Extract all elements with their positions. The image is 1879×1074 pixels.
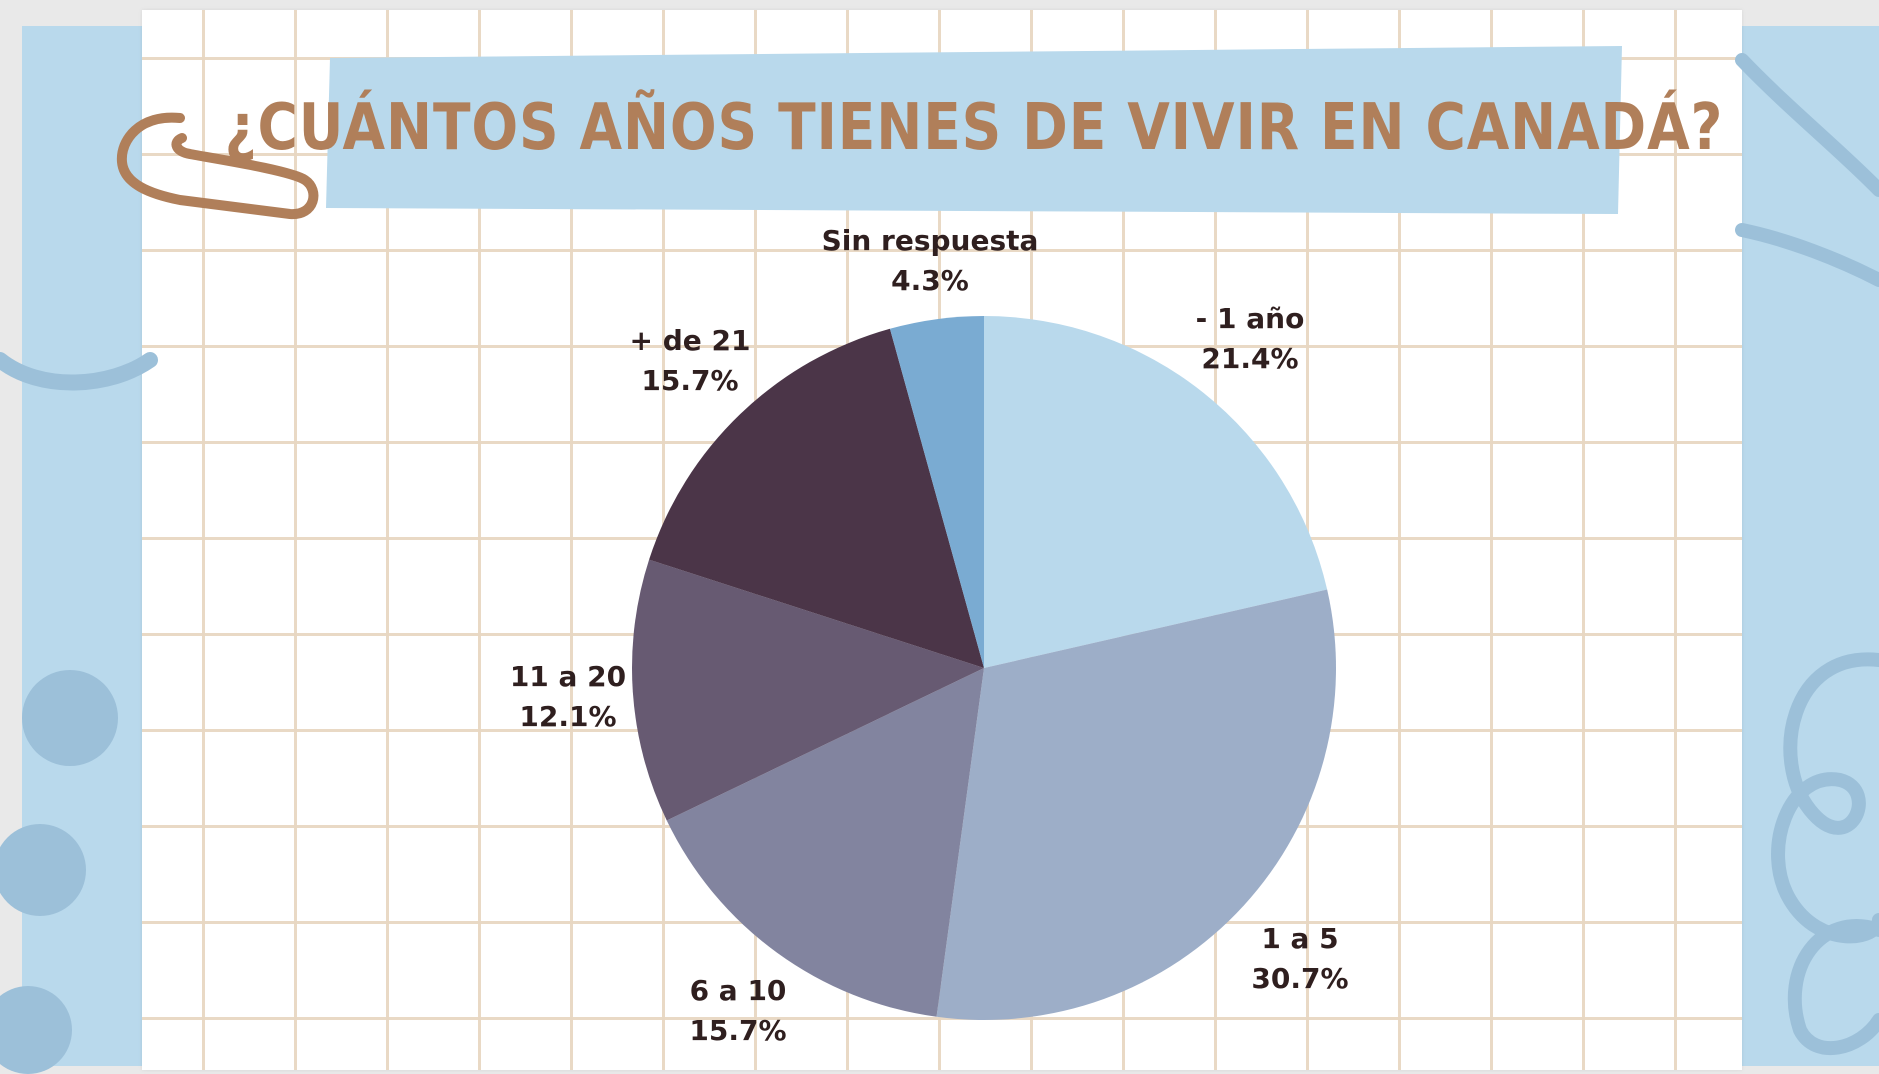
pie-labels: - 1 año 21.4% 1 a 5 30.7% 6 a 10 15.7% 11 a 20…: [510, 224, 1349, 1047]
slice-value-label: 30.7%: [1251, 962, 1348, 995]
right-swirl-decoration: [1735, 223, 1879, 287]
slice-label: 6 a 10: [690, 974, 787, 1007]
left-dot-decoration: [22, 670, 118, 766]
left-swirl-decoration: [0, 352, 158, 391]
pie-slice-1: [936, 589, 1337, 1020]
slice-value-label: 15.7%: [689, 1014, 786, 1047]
pie-slices: [632, 316, 1337, 1020]
slice-label: - 1 año: [1196, 302, 1305, 335]
right-swirl-decoration: [1735, 53, 1879, 197]
slice-value-label: 12.1%: [519, 700, 616, 733]
left-dot-decoration: [0, 986, 72, 1074]
pie-slice-5: [889, 316, 984, 668]
slice-value-label: 15.7%: [641, 364, 738, 397]
left-dot-decoration: [0, 824, 86, 916]
title-banner: [326, 46, 1622, 214]
slice-value-label: 4.3%: [891, 264, 969, 297]
right-loop-decoration: [1787, 919, 1879, 1055]
pie-slice-2: [666, 668, 984, 1017]
slice-label: 11 a 20: [510, 660, 626, 693]
pie-slice-0: [984, 316, 1328, 668]
chart-title: ¿CUÁNTOS AÑOS TIENES DE VIVIR EN CANADÁ?: [224, 91, 1724, 165]
slice-label: + de 21: [630, 324, 751, 357]
pie-slice-4: [649, 328, 984, 668]
paperclip-icon: [116, 112, 319, 220]
pie-slice-3: [632, 559, 984, 821]
right-loop-decoration: [1771, 652, 1879, 944]
slice-label: 1 a 5: [1261, 922, 1338, 955]
slice-value-label: 21.4%: [1201, 342, 1298, 375]
slice-label: Sin respuesta: [822, 224, 1039, 257]
